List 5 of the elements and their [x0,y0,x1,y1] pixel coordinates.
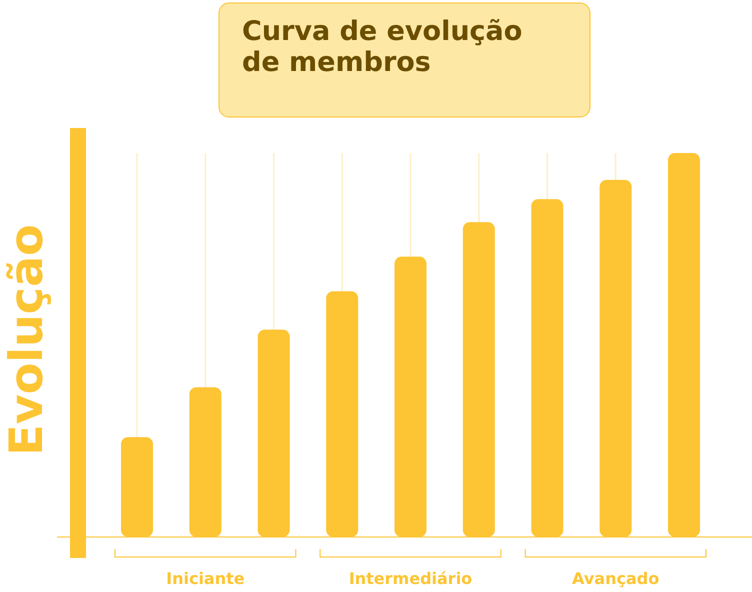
x-tick-label: Intermediário [348,569,472,588]
chart-title: Curva de evolução de membros [242,16,522,78]
x-tick-label: Iniciante [166,569,245,588]
x-tick-label: Avançado [572,569,660,588]
y-axis-title: Evolução [0,224,53,456]
